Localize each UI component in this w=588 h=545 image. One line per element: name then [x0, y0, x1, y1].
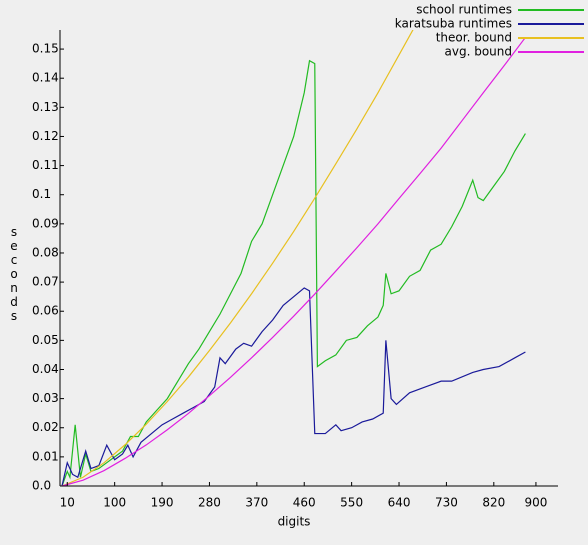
x-tick-label: 460 — [293, 496, 316, 510]
series-line — [61, 287, 526, 487]
x-tick-label: 550 — [340, 496, 363, 510]
y-tick-label: 0.14 — [32, 71, 59, 85]
legend-label: avg. bound — [445, 45, 513, 59]
x-tick-label: 100 — [103, 496, 126, 510]
x-axis-label: digits — [278, 515, 311, 529]
x-tick-label: 280 — [198, 496, 221, 510]
legend-label: karatsuba runtimes — [395, 17, 512, 31]
y-tick-label: 0.11 — [32, 158, 59, 172]
x-tick-label: 10 — [60, 496, 75, 510]
y-tick-label: 0.06 — [32, 304, 59, 318]
x-tick-label: 370 — [245, 496, 268, 510]
y-tick-label: 0.12 — [32, 129, 59, 143]
x-tick-label: 820 — [482, 496, 505, 510]
y-tick-label: 0.15 — [32, 42, 59, 56]
x-tick-label: 900 — [524, 496, 547, 510]
y-tick-label: 0.05 — [32, 333, 59, 347]
y-tick-label: 0.07 — [32, 275, 59, 289]
y-tick-label: 0.04 — [32, 362, 59, 376]
x-tick-label: 640 — [388, 496, 411, 510]
series-line — [61, 30, 414, 487]
y-tick-label: 0.0 — [32, 479, 51, 493]
y-tick-label: 0.02 — [32, 420, 59, 434]
y-tick-label: 0.13 — [32, 100, 59, 114]
series-line — [61, 37, 526, 487]
y-tick-label: 0.1 — [32, 187, 51, 201]
y-tick-label: 0.03 — [32, 391, 59, 405]
legend-label: theor. bound — [436, 31, 512, 45]
x-tick-label: 190 — [151, 496, 174, 510]
x-tick-label: 730 — [435, 496, 458, 510]
y-tick-label: 0.01 — [32, 449, 59, 463]
y-tick-label: 0.08 — [32, 245, 59, 259]
series-line — [61, 59, 526, 487]
plot-area — [61, 30, 526, 487]
legend-label: school runtimes — [416, 3, 512, 17]
y-tick-label: 0.09 — [32, 216, 59, 230]
